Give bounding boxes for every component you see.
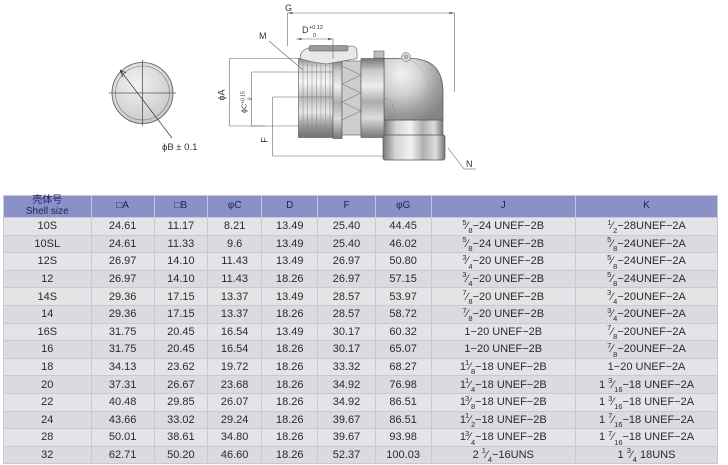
svg-text:D: D xyxy=(302,25,309,35)
svg-text:+0.12: +0.12 xyxy=(309,25,323,31)
svg-text:ϕA: ϕA xyxy=(217,89,227,100)
svg-text:G: G xyxy=(285,3,292,13)
svg-text:N: N xyxy=(466,159,473,169)
svg-text:F: F xyxy=(260,137,270,143)
svg-text:ϕB ± 0.1: ϕB ± 0.1 xyxy=(162,142,197,153)
svg-text:0: 0 xyxy=(313,33,316,39)
svg-text:M: M xyxy=(259,31,267,41)
